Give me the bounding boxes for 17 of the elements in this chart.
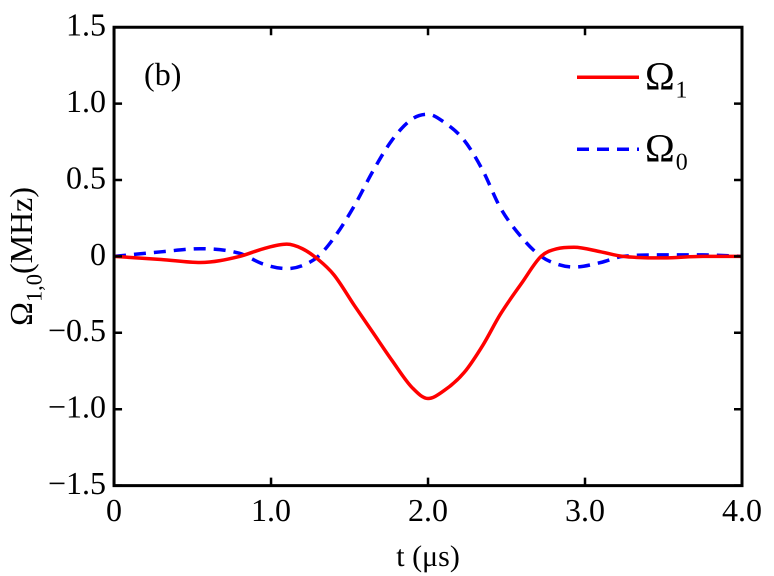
y-tick-label: 0.5 xyxy=(66,159,106,196)
y-tick-label: 0 xyxy=(90,236,106,272)
legend-label: Ω₀ xyxy=(645,126,689,171)
y-tick-label: 1.5 xyxy=(66,6,106,43)
x-axis-title: t (μs) xyxy=(396,540,460,573)
x-tick-label: 1.0 xyxy=(251,492,292,528)
line-series xyxy=(114,242,742,400)
y-tick-label: −1.0 xyxy=(48,388,106,425)
x-tick-label: 3.0 xyxy=(565,492,606,528)
x-tick-label: 4.0 xyxy=(722,492,762,528)
annotation: (b) xyxy=(144,56,182,92)
x-tick-label: 2.0 xyxy=(408,492,448,528)
y-tick-label: −0.5 xyxy=(48,312,106,348)
y-tick-label: −1.5 xyxy=(48,465,106,502)
y-tick-label: 1.0 xyxy=(66,83,106,120)
y-axis-title: Ω1,0(MHz) xyxy=(3,186,47,326)
legend-label: Ω₁ xyxy=(645,54,689,99)
